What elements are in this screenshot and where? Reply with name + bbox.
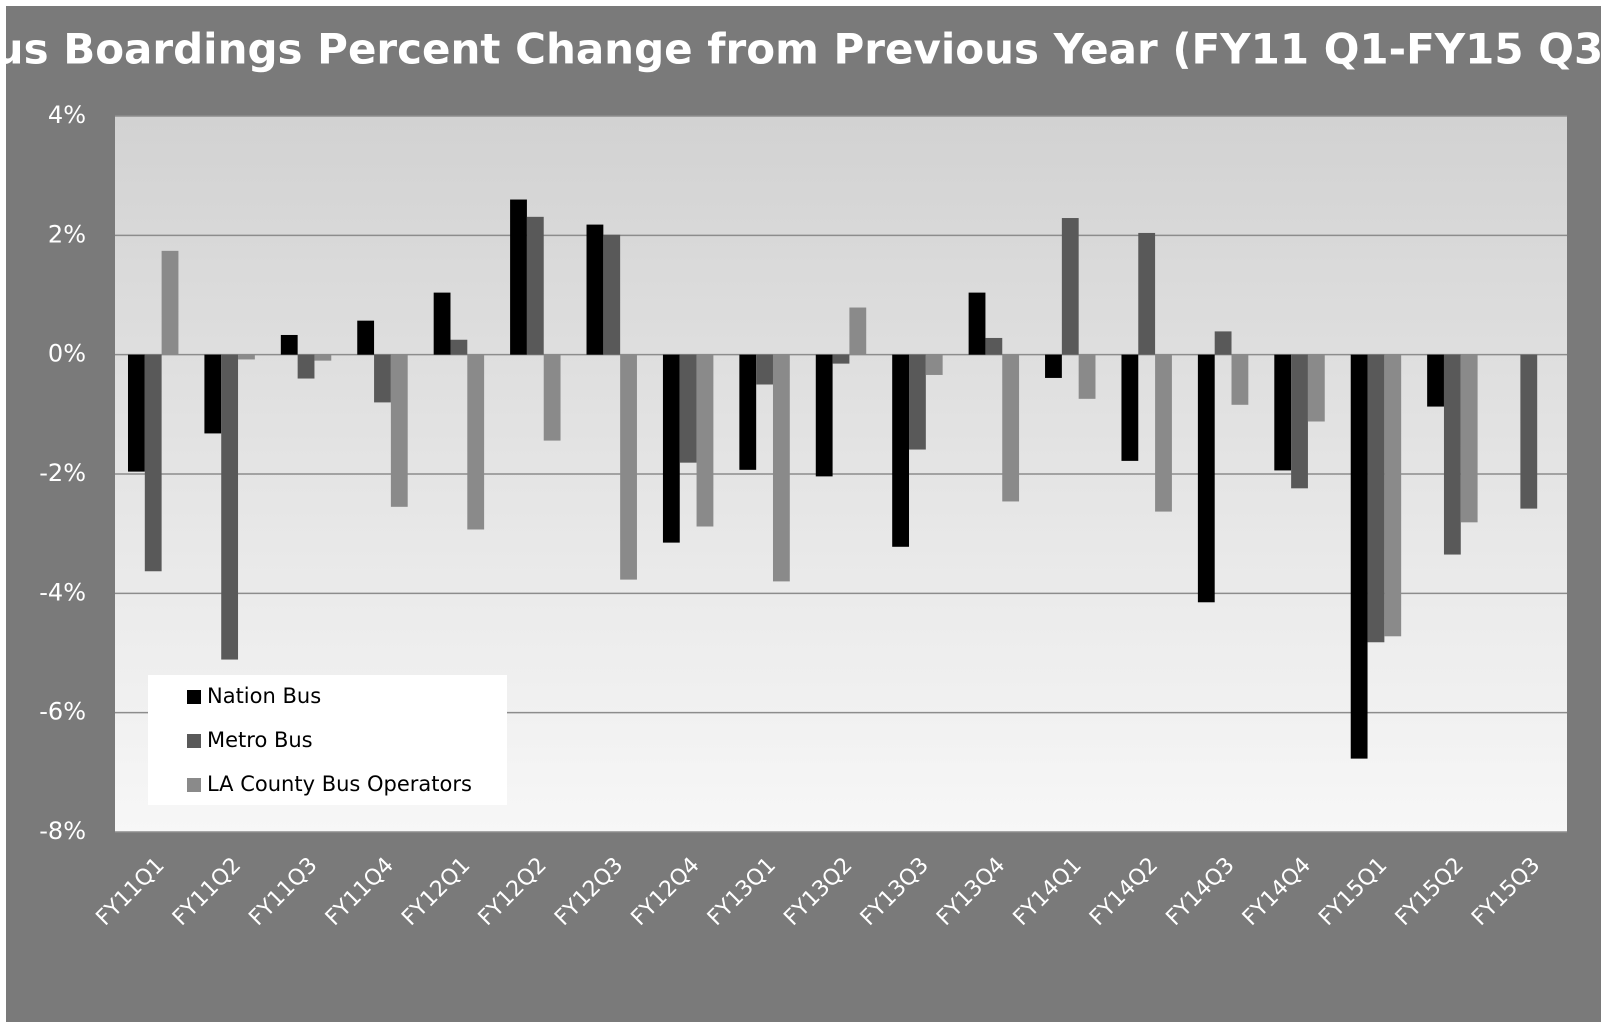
bar xyxy=(1045,354,1062,378)
bar xyxy=(909,354,926,450)
bar xyxy=(739,354,757,470)
bar xyxy=(1291,354,1308,489)
bar xyxy=(603,234,621,355)
bar xyxy=(925,354,943,375)
bar xyxy=(238,354,255,360)
bar xyxy=(1427,354,1444,407)
bar xyxy=(127,354,145,472)
bar xyxy=(297,354,315,379)
legend-label: Nation Bus xyxy=(207,684,321,708)
y-tick-label: 4% xyxy=(48,101,86,129)
y-tick-label: -4% xyxy=(39,578,86,606)
bar xyxy=(510,199,527,355)
legend-label: Metro Bus xyxy=(207,728,313,752)
bar xyxy=(586,224,604,355)
legend-swatch xyxy=(187,690,201,704)
bar xyxy=(1078,354,1096,399)
bar xyxy=(620,354,637,580)
bar xyxy=(1002,354,1020,502)
bar xyxy=(1520,354,1538,509)
legend-swatch xyxy=(187,734,201,748)
bar xyxy=(1121,354,1139,461)
bar xyxy=(985,337,1003,355)
bar xyxy=(221,354,239,660)
y-tick-label: 0% xyxy=(48,340,86,368)
bar xyxy=(968,292,986,355)
chart-title: Bus Boardings Percent Change from Previo… xyxy=(0,25,1607,74)
bar xyxy=(314,354,332,361)
bar xyxy=(1350,354,1368,759)
bar xyxy=(1061,218,1079,355)
bar xyxy=(679,354,697,463)
bar xyxy=(526,216,544,355)
bar xyxy=(1460,354,1478,523)
bar xyxy=(1155,354,1172,512)
bar xyxy=(1384,354,1402,637)
y-tick-label: -8% xyxy=(39,817,86,845)
bar xyxy=(144,354,162,572)
bar xyxy=(815,354,833,477)
legend-box xyxy=(148,675,507,805)
bar xyxy=(374,354,391,403)
bar xyxy=(1367,354,1385,643)
bar xyxy=(1214,331,1232,355)
bar xyxy=(433,292,451,355)
legend: Nation Bus Metro Bus LA County Bus Operato… xyxy=(148,675,507,805)
legend-swatch xyxy=(187,778,201,792)
bar xyxy=(161,250,179,355)
bar xyxy=(467,354,485,530)
y-tick-label: -2% xyxy=(39,459,86,487)
bar xyxy=(772,354,790,582)
y-tick-label: -6% xyxy=(39,698,86,726)
bar xyxy=(1443,354,1461,555)
bar xyxy=(1307,354,1325,422)
bar xyxy=(1231,354,1249,405)
bar xyxy=(543,354,561,441)
legend-label: LA County Bus Operators xyxy=(207,772,472,796)
bar xyxy=(696,354,714,527)
bar xyxy=(204,354,222,434)
bar xyxy=(280,334,298,355)
bar xyxy=(756,354,773,385)
bar xyxy=(1197,354,1215,603)
bar xyxy=(1138,232,1156,355)
bar xyxy=(849,307,867,355)
bar xyxy=(662,354,680,543)
y-tick-label: 2% xyxy=(48,220,86,248)
bar xyxy=(390,354,408,507)
bar xyxy=(892,354,910,547)
bar xyxy=(1274,354,1292,471)
bar xyxy=(357,320,375,355)
bar xyxy=(832,354,850,364)
bar xyxy=(450,339,468,355)
